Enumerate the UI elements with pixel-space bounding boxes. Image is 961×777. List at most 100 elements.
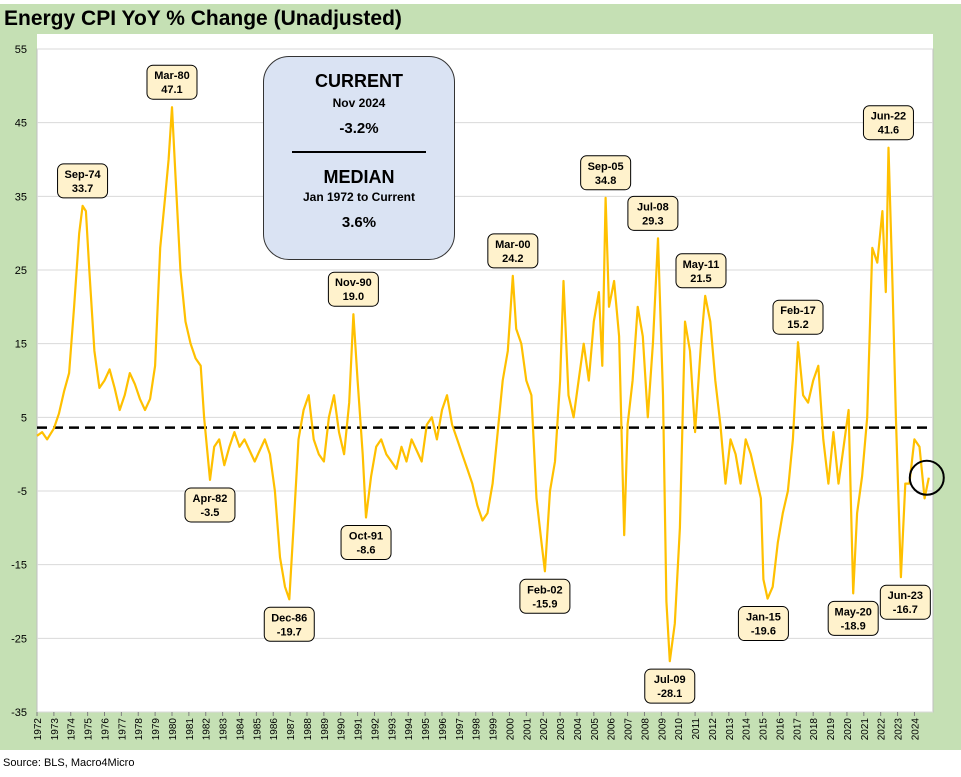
- annotation-date: May-11: [683, 259, 720, 271]
- x-tick-label: 1987: [286, 718, 297, 741]
- annotation-value: -8.6: [357, 545, 376, 557]
- annotation-value: 34.8: [595, 175, 616, 187]
- annotation-date: Jan-15: [746, 612, 781, 624]
- annotation-apr-82: Apr-82 -3.5: [184, 487, 236, 523]
- annotation-value: 19.0: [343, 291, 364, 303]
- annotation-mar-00: Mar-00 24.2: [487, 233, 539, 269]
- annotation-value: -19.6: [751, 626, 776, 638]
- annotation-date: Feb-17: [780, 305, 815, 317]
- annotations: Sep-74 33.7 Mar-80 47.1 Apr-82 -3.5 Dec-86 -19.…: [57, 64, 931, 704]
- right-band: [933, 34, 961, 750]
- annotation-box: [519, 578, 571, 614]
- x-tick-label: 1972: [33, 718, 44, 741]
- chart-title: Energy CPI YoY % Change (Unadjusted): [0, 4, 961, 34]
- x-tick-label: 1995: [421, 718, 432, 741]
- y-tick-label: 5: [21, 412, 27, 424]
- annotation-date: Mar-00: [495, 239, 530, 251]
- info-box-divider: [292, 151, 426, 153]
- annotation-feb-17: Feb-17 15.2: [772, 299, 824, 335]
- annotation-date: Jun-23: [888, 590, 923, 602]
- annotation-box: [772, 299, 824, 335]
- annotation-box: [737, 606, 789, 642]
- annotation-date: Nov-90: [335, 277, 372, 289]
- annotation-date: Jun-22: [871, 111, 906, 123]
- annotation-date: Jul-09: [654, 674, 686, 686]
- annotation-value: -16.7: [893, 604, 918, 616]
- annotation-value: -19.7: [277, 626, 302, 638]
- annotation-value: 41.6: [878, 125, 899, 137]
- annotation-value: -18.9: [841, 620, 866, 632]
- bottom-band: [37, 712, 933, 750]
- x-axis-ticks: 1972 1973 1974 1975 1976 1977 1978 1979 1980 1981…: [33, 712, 921, 740]
- y-tick-label: 35: [15, 191, 27, 203]
- x-tick-label: 2023: [894, 718, 905, 741]
- x-tick-label: 1997: [455, 718, 466, 741]
- annotation-value: 24.2: [502, 253, 523, 265]
- current-value: -3.2%: [339, 120, 379, 137]
- x-tick-label: 2015: [759, 718, 770, 741]
- x-tick-label: 2013: [725, 718, 736, 741]
- x-tick-label: 2011: [691, 718, 702, 740]
- annotation-box: [327, 271, 379, 307]
- y-tick-label: 25: [15, 265, 27, 277]
- annotation-value: -15.9: [532, 598, 557, 610]
- x-tick-label: 1973: [50, 718, 61, 741]
- annotation-box: [862, 105, 914, 141]
- annotation-box: [644, 668, 696, 704]
- y-tick-label: 15: [15, 339, 27, 351]
- x-tick-label: 1975: [84, 718, 95, 741]
- annotation-jul-08: Jul-08 29.3: [627, 195, 679, 231]
- x-tick-label: 1998: [472, 718, 483, 741]
- source-note: Source: BLS, Macro4Micro: [3, 757, 135, 769]
- x-tick-label: 2019: [826, 718, 837, 741]
- x-tick-label: 2020: [843, 718, 854, 741]
- x-tick-label: 2018: [809, 718, 820, 741]
- y-tick-label: -25: [11, 633, 27, 645]
- annotation-may-20: May-20 -18.9: [827, 600, 879, 636]
- annotation-sep-74: Sep-74 33.7: [57, 163, 109, 199]
- x-tick-label: 2012: [708, 718, 719, 741]
- annotation-value: -28.1: [657, 688, 682, 700]
- annotation-value: 47.1: [161, 84, 182, 96]
- annotation-box: [827, 600, 879, 636]
- x-tick-label: 1976: [100, 718, 111, 741]
- annotation-may-11: May-11 21.5: [675, 253, 727, 289]
- x-tick-label: 1986: [269, 718, 280, 741]
- x-tick-label: 1977: [117, 718, 128, 741]
- annotation-value: 21.5: [690, 273, 711, 285]
- annotation-mar-80: Mar-80 47.1: [146, 64, 198, 100]
- annotation-date: May-20: [835, 606, 872, 618]
- current-marker: [908, 459, 945, 496]
- median-value: 3.6%: [341, 214, 377, 231]
- annotation-value: 15.2: [787, 319, 808, 331]
- left-band: [0, 34, 37, 750]
- x-tick-label: 2005: [590, 718, 601, 741]
- annotation-box: [580, 155, 632, 191]
- x-tick-label: 2003: [556, 718, 567, 741]
- y-tick-label: -15: [11, 560, 27, 572]
- y-tick-label: 45: [15, 118, 27, 130]
- y-axis-ticks: 55 45 35 25 15 5 -5 -15 -25 -35: [11, 44, 27, 719]
- x-tick-label: 1984: [235, 718, 246, 741]
- annotation-box: [487, 233, 539, 269]
- x-tick-label: 2014: [742, 718, 753, 741]
- annotation-sep-05: Sep-05 34.8: [580, 155, 632, 191]
- x-tick-label: 1990: [337, 718, 348, 741]
- plot-area: [36, 48, 934, 713]
- x-tick-label: 2001: [522, 718, 533, 741]
- annotation-box: [146, 64, 198, 100]
- annotation-box: [184, 487, 236, 523]
- x-tick-label: 1979: [151, 718, 162, 741]
- info-box: CURRENT Nov 2024 -3.2% MEDIAN Jan 1972 t…: [263, 56, 455, 260]
- x-tick-label: 1994: [404, 718, 415, 741]
- x-tick-label: 1981: [185, 718, 196, 741]
- annotation-nov-90: Nov-90 19.0: [327, 271, 379, 307]
- series-line: [36, 106, 930, 663]
- gridlines: [37, 48, 933, 713]
- x-tick-label: 1992: [370, 718, 381, 741]
- x-tick-label: 2022: [877, 718, 888, 741]
- x-tick-label: 1989: [320, 718, 331, 741]
- x-tick-label: 1985: [252, 718, 263, 741]
